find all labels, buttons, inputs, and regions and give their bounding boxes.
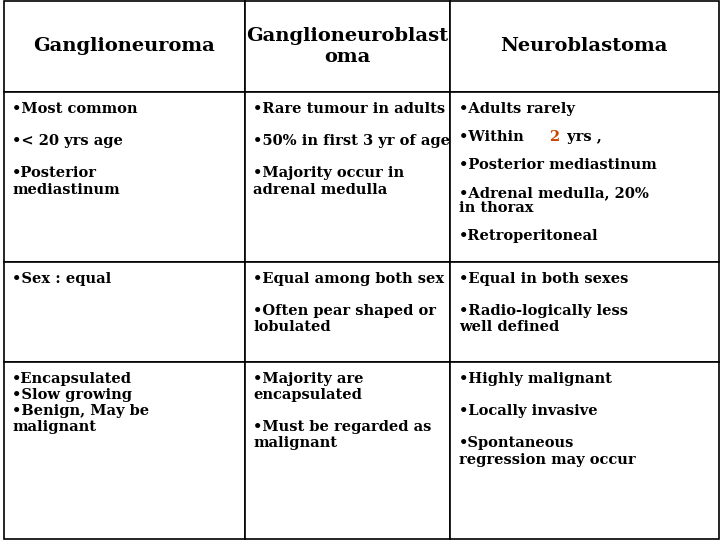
Text: Neuroblastoma: Neuroblastoma bbox=[500, 37, 668, 56]
Bar bbox=[245, 262, 450, 362]
Text: •Retroperitoneal: •Retroperitoneal bbox=[459, 229, 598, 243]
Text: •Most common

•< 20 yrs age

•Posterior
mediastinum: •Most common •< 20 yrs age •Posterior me… bbox=[12, 102, 138, 197]
Bar bbox=[450, 262, 719, 362]
Text: •Equal in both sexes

•Radio-logically less
well defined: •Equal in both sexes •Radio-logically le… bbox=[459, 272, 628, 334]
Bar bbox=[4, 262, 245, 362]
Text: •Posterior mediastinum: •Posterior mediastinum bbox=[459, 158, 657, 172]
Bar bbox=[4, 362, 245, 539]
Text: •Encapsulated
•Slow growing
•Benign, May be
malignant: •Encapsulated •Slow growing •Benign, May… bbox=[12, 372, 149, 434]
Bar bbox=[450, 1, 719, 92]
Text: •Majority are
encapsulated

•Must be regarded as
malignant: •Majority are encapsulated •Must be rega… bbox=[253, 372, 432, 450]
Bar bbox=[450, 362, 719, 539]
Text: •Equal among both sex

•Often pear shaped or
lobulated: •Equal among both sex •Often pear shaped… bbox=[253, 272, 444, 334]
Text: •Rare tumour in adults

•50% in first 3 yr of age

•Majority occur in
adrenal me: •Rare tumour in adults •50% in first 3 y… bbox=[253, 102, 451, 197]
Text: in thorax: in thorax bbox=[459, 201, 533, 215]
Text: •Sex : equal: •Sex : equal bbox=[12, 272, 112, 286]
Text: 2: 2 bbox=[549, 130, 559, 144]
Text: yrs ,: yrs , bbox=[562, 130, 602, 144]
Bar bbox=[450, 92, 719, 262]
Bar bbox=[245, 362, 450, 539]
Text: Ganglioneuroblast
oma: Ganglioneuroblast oma bbox=[246, 27, 449, 66]
Text: •Within: •Within bbox=[459, 130, 528, 144]
Text: •Adults rarely: •Adults rarely bbox=[459, 102, 575, 116]
Bar bbox=[245, 1, 450, 92]
Text: Ganglioneuroma: Ganglioneuroma bbox=[33, 37, 215, 56]
Bar bbox=[245, 92, 450, 262]
Bar bbox=[4, 92, 245, 262]
Text: •Highly malignant

•Locally invasive

•Spontaneous
regression may occur: •Highly malignant •Locally invasive •Spo… bbox=[459, 372, 635, 467]
Bar bbox=[4, 1, 245, 92]
Text: •Adrenal medulla, 20%: •Adrenal medulla, 20% bbox=[459, 186, 649, 200]
